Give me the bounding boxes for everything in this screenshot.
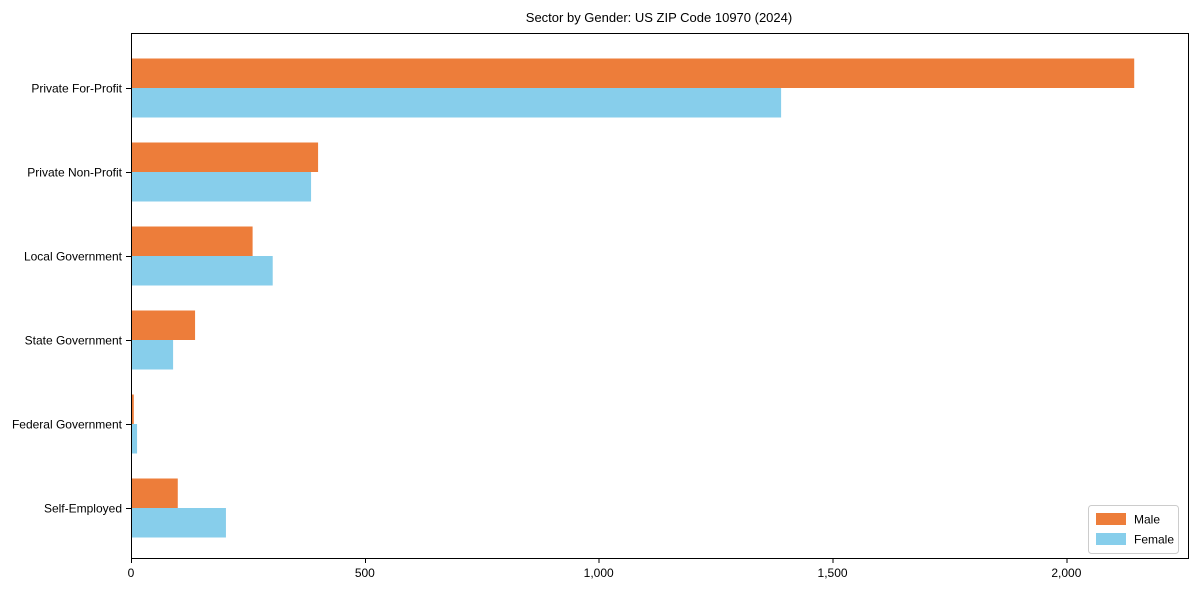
bar-female-5 (131, 508, 226, 538)
bar-male-5 (131, 478, 178, 508)
x-tick-label: 500 (355, 566, 375, 580)
x-tick-label: 1,000 (584, 566, 614, 580)
legend: Male Female (1088, 505, 1179, 554)
bar-male-4 (131, 394, 134, 424)
x-tick-label: 2,000 (1051, 566, 1081, 580)
bar-male-2 (131, 226, 253, 256)
y-tick-label: Federal Government (12, 418, 123, 432)
bar-female-4 (131, 424, 138, 454)
bar-female-2 (131, 256, 273, 286)
bar-male-0 (131, 58, 1135, 88)
y-tick-label: State Government (25, 334, 123, 348)
bar-female-1 (131, 172, 312, 202)
legend-label-male: Male (1134, 513, 1160, 527)
bar-female-0 (131, 88, 782, 118)
plot-frame (131, 33, 1189, 559)
y-tick-label: Local Government (24, 250, 123, 264)
y-tick-label: Private Non-Profit (27, 166, 122, 180)
legend-label-female: Female (1134, 533, 1174, 547)
bar-female-3 (131, 340, 174, 370)
x-tick-label: 0 (128, 566, 135, 580)
chart-title: Sector by Gender: US ZIP Code 10970 (202… (526, 10, 792, 25)
y-tick-label: Private For-Profit (31, 82, 122, 96)
plot-area: Private For-Profit Private Non-Profit Loca… (12, 33, 1189, 580)
bar-male-1 (131, 142, 319, 172)
x-tick-label: 1,500 (818, 566, 848, 580)
bar-male-3 (131, 310, 196, 340)
legend-swatch-male (1096, 513, 1126, 525)
legend-swatch-female (1096, 533, 1126, 545)
y-tick-label: Self-Employed (44, 502, 122, 516)
